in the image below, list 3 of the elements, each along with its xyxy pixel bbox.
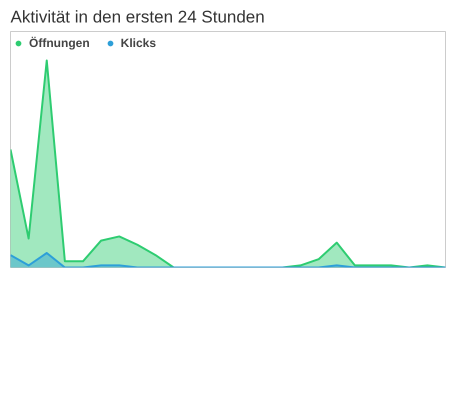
legend-label: Klicks (120, 36, 156, 50)
legend-label: Öffnungen (29, 36, 90, 50)
chart-title: Aktivität in den ersten 24 Stunden (10, 8, 265, 26)
